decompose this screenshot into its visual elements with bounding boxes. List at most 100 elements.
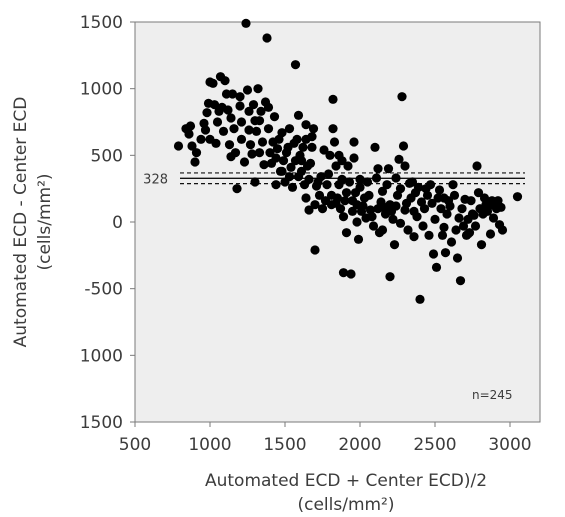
x-tick-label: 3000 (488, 435, 531, 455)
data-point (262, 33, 271, 42)
data-point (208, 79, 217, 88)
data-point (292, 135, 301, 144)
data-point (273, 144, 282, 153)
data-point (397, 92, 406, 101)
data-point (513, 192, 522, 201)
data-point (354, 235, 363, 244)
data-point (364, 191, 373, 200)
y-axis-title-line1: Automated ECD - Center ECD (11, 97, 31, 348)
data-point (432, 263, 441, 272)
data-point (339, 212, 348, 221)
data-point (322, 180, 331, 189)
data-point (378, 225, 387, 234)
data-point (196, 135, 205, 144)
data-point (285, 124, 294, 133)
data-point (463, 229, 472, 238)
data-point (355, 183, 364, 192)
data-point (235, 92, 244, 101)
data-point (424, 231, 433, 240)
y-tick-label: 0 (112, 213, 123, 233)
y-axis-ticks: 150010005000-50010001500 (80, 13, 135, 433)
x-tick-label: 2500 (413, 435, 456, 455)
data-point (306, 159, 315, 168)
data-point (370, 143, 379, 152)
data-point (186, 121, 195, 130)
data-point (363, 177, 372, 186)
data-point (346, 269, 355, 278)
data-point (429, 249, 438, 258)
data-point (343, 161, 352, 170)
data-point (201, 125, 210, 134)
data-point (391, 201, 400, 210)
data-point (412, 212, 421, 221)
data-point (439, 193, 448, 202)
data-point (400, 161, 409, 170)
data-point (450, 191, 459, 200)
data-point (229, 124, 238, 133)
data-point (220, 76, 229, 85)
data-point (294, 111, 303, 120)
data-point (448, 180, 457, 189)
data-point (277, 167, 286, 176)
data-point (240, 157, 249, 166)
data-point (301, 193, 310, 202)
data-point (423, 191, 432, 200)
data-point (349, 137, 358, 146)
data-point (174, 141, 183, 150)
data-point (237, 117, 246, 126)
data-point (456, 276, 465, 285)
data-point (345, 177, 354, 186)
data-point (264, 124, 273, 133)
data-point (252, 127, 261, 136)
data-point (202, 108, 211, 117)
data-point (349, 153, 358, 162)
data-point (250, 177, 259, 186)
data-point (385, 272, 394, 281)
data-point (285, 172, 294, 181)
x-axis-title-line2: (cells/mm²) (297, 495, 394, 515)
x-tick-label: 1500 (263, 435, 306, 455)
data-point (384, 164, 393, 173)
data-point (258, 137, 267, 146)
data-point (382, 180, 391, 189)
data-point (291, 60, 300, 69)
data-point (420, 204, 429, 213)
data-point (307, 143, 316, 152)
data-point (409, 232, 418, 241)
data-point (498, 225, 507, 234)
data-point (426, 180, 435, 189)
data-point (373, 164, 382, 173)
data-point (243, 85, 252, 94)
sample-size-label: n=245 (472, 388, 513, 402)
x-tick-label: 2000 (338, 435, 381, 455)
data-point (264, 103, 273, 112)
data-point (301, 120, 310, 129)
data-point (213, 117, 222, 126)
data-point (418, 221, 427, 230)
data-point (486, 229, 495, 238)
data-point (472, 161, 481, 170)
data-point (249, 100, 258, 109)
y-tick-label: 1500 (80, 13, 123, 33)
data-point (454, 213, 463, 222)
data-point (253, 84, 262, 93)
data-point (447, 237, 456, 246)
y-tick-label: 500 (91, 146, 123, 166)
data-point (192, 148, 201, 157)
y-tick-label: 1500 (80, 413, 123, 433)
data-point (226, 113, 235, 122)
data-point (372, 173, 381, 182)
data-point (391, 173, 400, 182)
data-point (477, 240, 486, 249)
plot-background (135, 22, 540, 422)
data-point (324, 169, 333, 178)
data-point (318, 204, 327, 213)
data-point (435, 185, 444, 194)
data-point (237, 135, 246, 144)
x-axis-title-line1: Automated ECD + Center ECD)/2 (205, 471, 487, 491)
data-point (246, 140, 255, 149)
data-point (310, 245, 319, 254)
data-point (241, 19, 250, 28)
